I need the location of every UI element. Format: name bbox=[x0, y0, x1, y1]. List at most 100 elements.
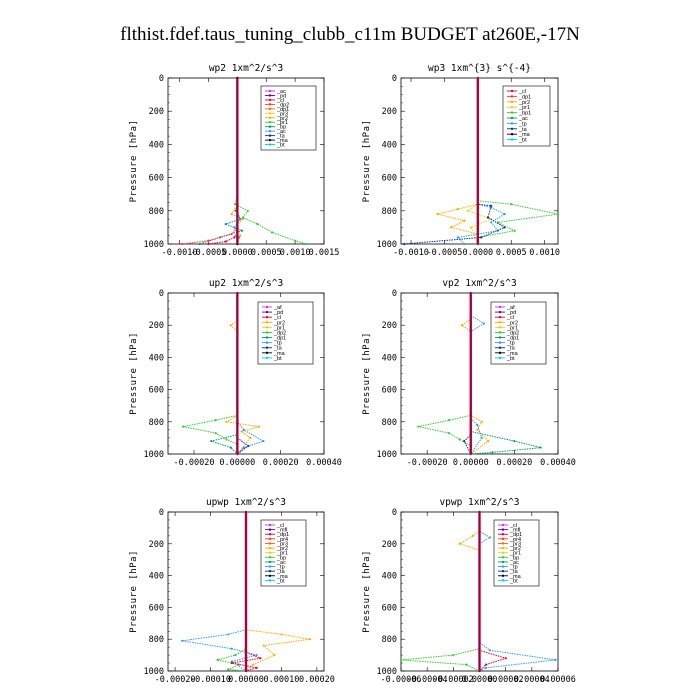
legend-marker bbox=[265, 326, 269, 329]
series-point-ac bbox=[239, 218, 242, 221]
y-axis-label: Pressure [hPa] bbox=[129, 332, 139, 415]
series-point-pr1 bbox=[242, 216, 245, 219]
legend-label: _pr2 bbox=[276, 116, 288, 122]
series-line-bp1 bbox=[477, 78, 559, 244]
legend-marker bbox=[265, 356, 269, 360]
legend-marker bbox=[501, 546, 505, 550]
series-point-pr2 bbox=[487, 440, 490, 443]
legend-marker bbox=[268, 537, 272, 541]
series-point-bp1 bbox=[513, 229, 516, 232]
series-line-pr2 bbox=[245, 512, 310, 672]
legend-label: _pr2 bbox=[273, 320, 285, 326]
series-point-pr1 bbox=[246, 209, 249, 212]
legend-marker bbox=[268, 523, 272, 527]
series-point-bp bbox=[399, 658, 403, 661]
series-point-dp1 bbox=[259, 657, 262, 660]
legend: _cl_mfl_dp1_pr4_pr3_pr2_pr1_bp_ac_tp_ta_… bbox=[493, 519, 540, 587]
series-point-pr2 bbox=[458, 542, 461, 545]
legend-marker bbox=[268, 565, 272, 568]
legend-marker bbox=[501, 579, 505, 582]
legend-label: _tp bbox=[506, 341, 515, 347]
legend-marker bbox=[498, 346, 502, 349]
legend-label: _dp1 bbox=[506, 336, 519, 342]
panel-title: vp2 1xm^2/s^3 bbox=[442, 278, 516, 289]
legend-marker bbox=[501, 556, 505, 559]
legend-marker bbox=[510, 95, 514, 98]
x-tick-label: 0.0000 bbox=[222, 248, 253, 258]
x-tick-label: 0.00004 bbox=[514, 675, 550, 685]
y-tick-label: 400 bbox=[149, 140, 164, 150]
series-point-dp2 bbox=[447, 431, 451, 435]
legend-label: _dp2 bbox=[273, 330, 286, 336]
legend-label: _bt bbox=[276, 143, 285, 149]
y-axis-label: Pressure [hPa] bbox=[129, 550, 139, 633]
legend-marker bbox=[268, 138, 272, 142]
legend-marker bbox=[498, 356, 502, 360]
y-tick-label: 600 bbox=[382, 386, 397, 396]
legend-label: _pr1 bbox=[276, 551, 288, 557]
legend-label: _pr2 bbox=[509, 546, 521, 552]
legend-label: _ma bbox=[276, 574, 289, 580]
legend-marker bbox=[265, 315, 269, 319]
series-line-pr1 bbox=[466, 78, 493, 245]
legend-label: _pr4 bbox=[276, 537, 288, 543]
series-point-bp bbox=[198, 242, 201, 246]
x-tick-label: 0.00000 bbox=[228, 675, 264, 685]
series-line-ta bbox=[236, 293, 250, 455]
legend-label: _pd bbox=[276, 93, 286, 99]
legend-marker bbox=[268, 134, 272, 137]
series-point-bp bbox=[465, 663, 468, 666]
legend-label: _pr1 bbox=[509, 551, 521, 557]
legend-marker bbox=[265, 305, 269, 309]
legend-label: _pr1 bbox=[506, 325, 518, 331]
y-tick-label: 200 bbox=[382, 107, 397, 117]
legend-marker bbox=[501, 569, 505, 573]
series-point-pr2 bbox=[471, 534, 475, 537]
series-point-pr2 bbox=[476, 428, 479, 431]
legend: _af_pd_cl_pr2_pr1_dp2_dp1_tp_ta_ma_bt bbox=[490, 301, 547, 365]
panels: wp2 1xm^2/s^3 Pressure [hPa] 0 200 400 600 800… bbox=[129, 63, 576, 685]
series-line-tp bbox=[182, 512, 257, 672]
legend-marker bbox=[510, 138, 514, 141]
series-point-tp bbox=[242, 446, 245, 449]
legend-marker bbox=[501, 533, 505, 536]
series-point-pr2 bbox=[460, 324, 464, 327]
series-point-tp bbox=[503, 213, 506, 216]
legend-label: _pr2 bbox=[518, 100, 530, 106]
legend-label: _pr4 bbox=[509, 537, 521, 543]
series-point-bp1 bbox=[556, 213, 560, 216]
y-tick-label: 0 bbox=[159, 508, 164, 518]
series-point-tp bbox=[463, 242, 466, 246]
legend-marker bbox=[265, 336, 269, 339]
legend-label: _dp1 bbox=[276, 532, 289, 538]
legend-marker bbox=[268, 143, 272, 146]
legend-marker bbox=[510, 122, 514, 125]
legend-marker bbox=[510, 111, 514, 114]
legend-label: _ma bbox=[518, 132, 531, 138]
y-tick-label: 1000 bbox=[144, 667, 164, 677]
series-point-tp bbox=[456, 236, 459, 239]
x-tick-label: -0.00020 bbox=[155, 675, 196, 685]
legend-marker bbox=[510, 89, 514, 93]
x-tick-label: 0.00040 bbox=[540, 458, 576, 468]
series-point-bp bbox=[227, 668, 230, 671]
series-point-pr1 bbox=[466, 209, 469, 212]
series-point-bp bbox=[224, 222, 227, 226]
panel-title: up2 1xm^2/s^3 bbox=[209, 278, 283, 289]
series-line-pr2 bbox=[461, 293, 489, 455]
y-axis-label: Pressure [hPa] bbox=[129, 120, 139, 203]
legend-marker bbox=[498, 315, 502, 319]
y-axis-label: Pressure [hPa] bbox=[362, 550, 372, 633]
legend-marker bbox=[501, 542, 505, 545]
legend-label: _bt bbox=[509, 578, 518, 584]
legend: _ac_pd_cl_dp2_dp1_pr3_pr2_pr1_bp_ac_ta_m… bbox=[260, 85, 317, 151]
legend-marker bbox=[268, 533, 272, 536]
x-tick-label: -0.00002 bbox=[433, 675, 474, 685]
series-point-pr2 bbox=[225, 420, 228, 423]
legend-label: _pd bbox=[506, 310, 516, 316]
x-tick-label: 0.00000 bbox=[462, 675, 498, 685]
series-point-ta bbox=[480, 236, 483, 239]
y-tick-label: 600 bbox=[382, 603, 397, 613]
legend-marker bbox=[265, 351, 269, 355]
series-point-pr2 bbox=[242, 218, 245, 221]
